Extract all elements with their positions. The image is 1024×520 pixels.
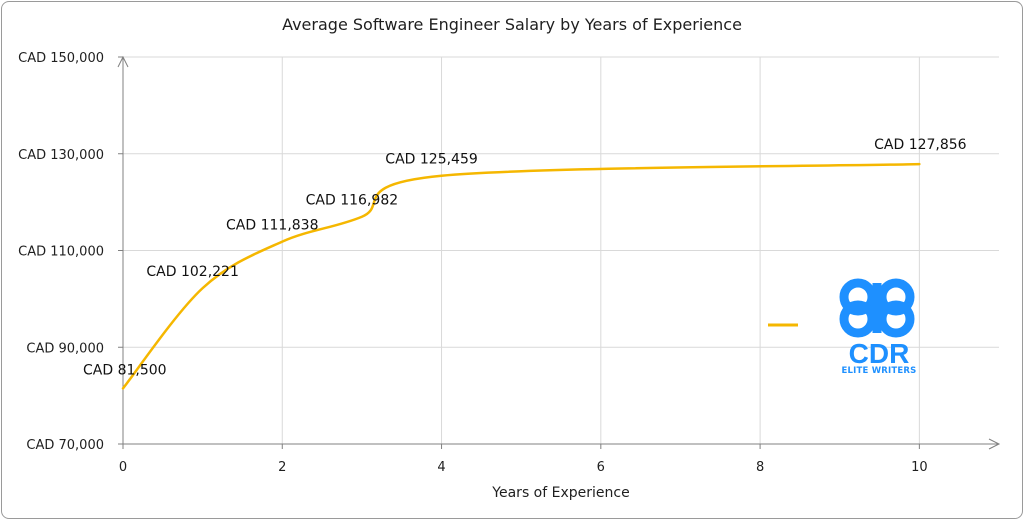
data-labels: CAD 81,500 CAD 102,221 CAD 111,838 CAD 116,… [83, 137, 967, 378]
x-tick-label: 2 [278, 460, 286, 475]
y-tick-label: CAD 90,000 [26, 341, 104, 356]
cdr-elite-writers-logo: CDR ELITE WRITERS [839, 278, 917, 376]
data-label: CAD 127,856 [874, 137, 967, 153]
data-label: CAD 81,500 [83, 362, 167, 378]
x-tick-label: 6 [597, 460, 605, 475]
y-tick-label: CAD 110,000 [18, 245, 104, 260]
logo-knot-icon [839, 278, 915, 338]
data-label: CAD 125,459 [385, 152, 477, 168]
logo-subtext: ELITE WRITERS [842, 366, 917, 376]
data-label: CAD 116,982 [306, 193, 398, 209]
x-tick-label: 0 [119, 460, 127, 475]
x-axis-title: Years of Experience [491, 485, 629, 501]
tick-labels: CAD 70,000 CAD 90,000 CAD 110,000 CAD 130,0… [18, 51, 928, 475]
series-line [121, 162, 921, 390]
y-tick-label: CAD 70,000 [26, 438, 104, 453]
y-axis-arrow-icon [117, 55, 129, 68]
grid-lines [123, 56, 999, 444]
axes [117, 55, 1001, 450]
logo-text: CDR [849, 338, 910, 369]
chart-title: Average Software Engineer Salary by Year… [282, 15, 742, 34]
x-axis-arrow-icon [988, 438, 1001, 450]
x-tick-label: 10 [911, 460, 928, 475]
data-label: CAD 111,838 [226, 218, 318, 234]
series-layer [121, 162, 921, 390]
x-tick-label: 4 [437, 460, 445, 475]
y-tick-label: CAD 130,000 [18, 148, 104, 163]
data-label: CAD 102,221 [146, 264, 238, 280]
x-tick-label: 8 [756, 460, 764, 475]
y-tick-label: CAD 150,000 [18, 51, 104, 66]
